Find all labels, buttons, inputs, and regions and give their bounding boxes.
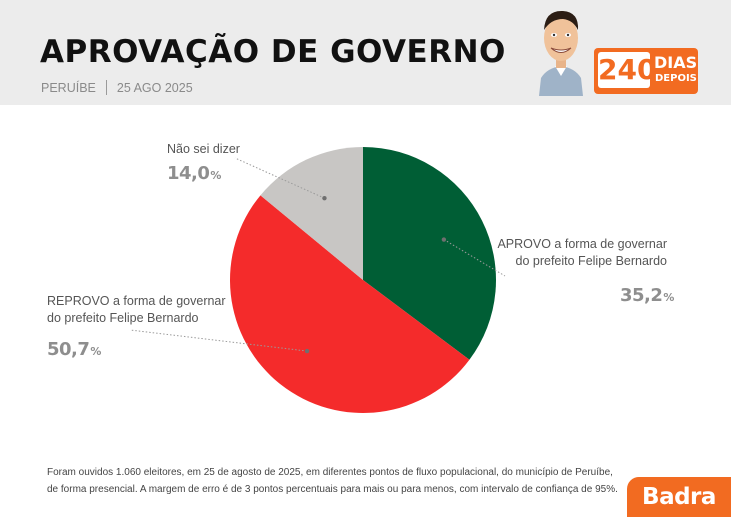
leader-line-approve [443, 239, 506, 277]
methodology-line-2: de forma presencial. A margem de erro é … [47, 484, 618, 495]
reprove-label-line1: REPROVO a forma de governar [47, 294, 226, 308]
reprove-value-unit: % [90, 345, 101, 358]
reprove-value-number: 50,7 [47, 339, 90, 360]
pie-slice-unsure [260, 147, 363, 280]
approve-label: APROVO a forma de governar do prefeito F… [497, 236, 667, 270]
reprove-label-line2: do prefeito Felipe Bernardo [47, 311, 199, 325]
unsure-label: Não sei dizer [167, 141, 240, 158]
page-title: APROVAÇÃO DE GOVERNO [40, 34, 506, 70]
divider [105, 80, 107, 95]
methodology-note: Foram ouvidos 1.060 eleitores, em 25 de … [47, 464, 618, 498]
approve-value-unit: % [663, 291, 674, 304]
methodology-line-1: Foram ouvidos 1.060 eleitores, em 25 de … [47, 467, 613, 478]
date-label: 25 AGO 2025 [116, 80, 193, 95]
leader-line-unsure [234, 157, 325, 199]
approve-value: 35,2% [620, 285, 674, 306]
mayor-caricature-image [539, 10, 583, 96]
approve-value-number: 35,2 [620, 285, 663, 306]
pie-slice-approve [363, 147, 497, 360]
subtitle: PERUÍBE 25 AGO 2025 [41, 80, 193, 95]
city-label: PERUÍBE [41, 80, 96, 95]
leader-dot-approve [441, 237, 447, 242]
240-dias-badge: 240 DIAS DEPOIS [594, 48, 698, 94]
reprove-value: 50,7% [47, 339, 101, 360]
unsure-value: 14,0% [167, 163, 221, 184]
leader-dot-unsure [322, 195, 327, 201]
unsure-value-unit: % [210, 169, 221, 182]
leader-lines [129, 157, 506, 354]
pie-slices [230, 147, 497, 413]
header-band: APROVAÇÃO DE GOVERNO PERUÍBE 25 AGO 2025… [0, 0, 731, 105]
unsure-label-line1: Não sei dizer [167, 142, 240, 156]
badge-label-depois: DEPOIS [655, 73, 697, 84]
badra-logo: Badra [627, 477, 731, 517]
unsure-value-number: 14,0 [167, 163, 210, 184]
approve-label-line1: APROVO a forma de governar [497, 237, 667, 251]
reprove-label: REPROVO a forma de governar do prefeito … [47, 293, 226, 327]
badge-number: 240 [598, 52, 657, 88]
badge-label-dias: DIAS [654, 53, 698, 72]
leader-dot-reprove [304, 348, 310, 354]
approve-label-line2: do prefeito Felipe Bernardo [515, 254, 667, 268]
pie-slice-reprove [230, 195, 470, 413]
